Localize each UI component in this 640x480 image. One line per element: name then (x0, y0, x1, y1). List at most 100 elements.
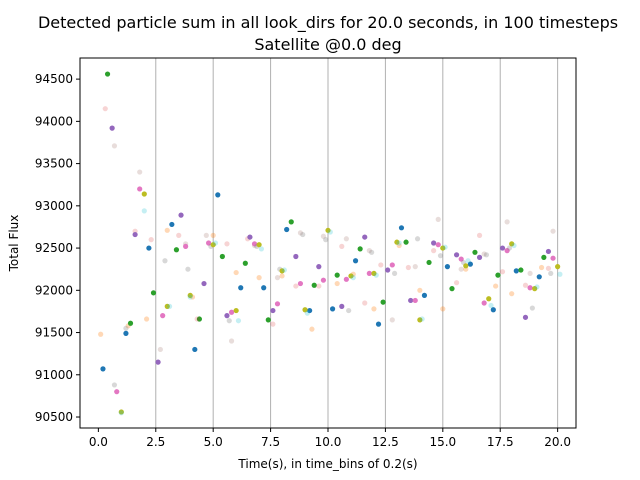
x-tick-label: 20.0 (544, 435, 571, 449)
data-point (192, 346, 198, 353)
data-point (205, 240, 212, 246)
data-point (352, 258, 359, 264)
data-point (499, 269, 506, 275)
data-point (316, 264, 322, 270)
data-point (357, 246, 363, 252)
data-point (118, 410, 124, 416)
data-point (408, 297, 414, 304)
data-point (187, 294, 193, 300)
data-point (201, 280, 207, 287)
data-point (334, 272, 340, 278)
data-point (481, 251, 487, 257)
data-point (545, 265, 552, 271)
data-point (194, 316, 200, 322)
data-point (293, 283, 299, 289)
data-point (224, 241, 230, 247)
data-point (111, 143, 118, 149)
data-point (302, 307, 308, 313)
data-point (398, 225, 405, 231)
data-point (203, 232, 209, 238)
data-point (536, 274, 542, 280)
data-point (137, 186, 143, 192)
y-tick-label: 90500 (35, 410, 73, 424)
data-point (362, 300, 368, 306)
data-point (251, 241, 258, 247)
data-point (490, 307, 496, 313)
data-point (366, 270, 372, 277)
data-point (350, 275, 356, 281)
data-point (453, 252, 460, 258)
data-point (476, 254, 483, 260)
data-point (300, 231, 306, 238)
data-point (557, 271, 563, 277)
data-point (509, 241, 515, 247)
data-point (417, 287, 423, 293)
data-point (421, 292, 428, 298)
data-point (288, 219, 294, 225)
data-point (297, 280, 304, 287)
data-point (123, 325, 129, 331)
data-point (185, 266, 191, 272)
data-point (442, 244, 448, 250)
data-point (504, 248, 510, 254)
data-point (173, 247, 180, 253)
data-point (346, 307, 352, 314)
data-point (247, 234, 253, 240)
data-point (371, 306, 377, 312)
data-point (431, 248, 437, 254)
data-point (281, 267, 287, 273)
data-point (307, 307, 313, 314)
data-point (219, 253, 225, 260)
y-axis-label: Total Flux (7, 215, 21, 273)
data-point (137, 169, 143, 175)
data-point (228, 309, 235, 315)
data-point (339, 303, 345, 309)
data-point (111, 382, 118, 388)
x-tick-label: 7.5 (261, 435, 280, 449)
data-point (274, 275, 281, 281)
data-point (235, 318, 242, 324)
data-point (334, 280, 340, 287)
x-tick-label: 12.5 (372, 435, 399, 449)
data-point (311, 282, 317, 288)
data-point (256, 275, 262, 281)
data-point (238, 285, 244, 291)
data-point (228, 338, 235, 344)
data-point (215, 192, 221, 198)
data-point (279, 273, 285, 279)
data-point (362, 234, 368, 240)
data-point (327, 229, 333, 235)
data-point (118, 409, 124, 415)
data-point (444, 264, 451, 270)
data-point (396, 240, 402, 246)
data-point (389, 262, 395, 268)
data-point (527, 270, 533, 277)
data-point (467, 261, 473, 267)
y-tick-label: 91500 (35, 326, 73, 340)
data-point (550, 255, 556, 261)
data-point (98, 331, 104, 337)
data-point (414, 236, 421, 242)
data-point (224, 313, 230, 319)
data-point (538, 264, 545, 271)
data-point (164, 227, 170, 233)
data-point (504, 219, 510, 225)
data-point (532, 286, 538, 292)
data-point (304, 310, 310, 316)
data-point (403, 239, 409, 245)
data-point (320, 277, 327, 283)
data-point (366, 248, 372, 254)
data-point (369, 249, 375, 255)
data-point (325, 227, 331, 233)
y-tick-label: 93000 (35, 199, 73, 213)
data-point (348, 273, 354, 279)
data-point (187, 292, 193, 298)
data-point (412, 297, 418, 304)
chart-title: Detected particle sum in all look_dirs f… (38, 13, 618, 33)
y-axis: 90500 91000 91500 92000 92500 93000 93500 94000… (35, 72, 80, 424)
data-point (431, 240, 437, 246)
data-point (405, 264, 411, 271)
data-point (104, 71, 111, 77)
data-point (522, 314, 529, 320)
